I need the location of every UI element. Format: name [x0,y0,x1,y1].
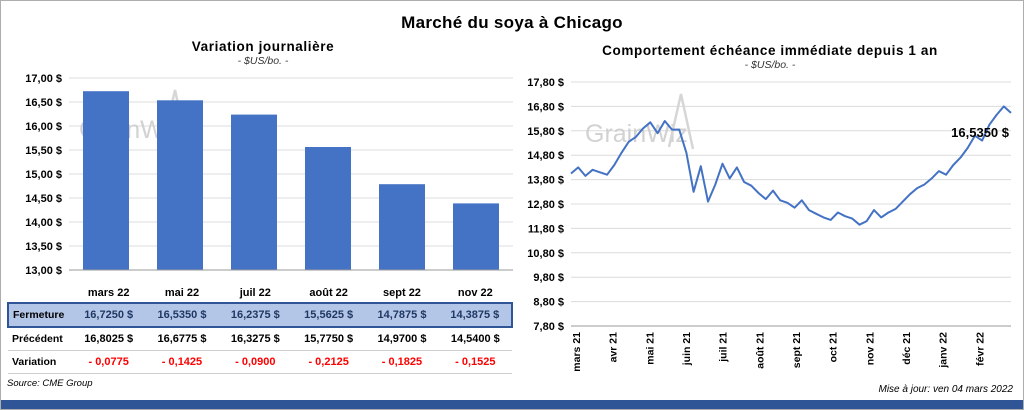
x-axis-label: janv 22 [938,332,950,369]
svg-text:16,00 $: 16,00 $ [25,121,62,133]
x-axis-label: févr 22 [974,332,986,366]
line-chart-subtitle: - $US/bo. - [744,59,796,71]
bottom-accent-bar [1,400,1023,409]
variation-value: - 0,2125 [291,350,366,374]
month-label: mars 22 [87,287,130,299]
bar-chart-title: Variation journalière [191,39,335,54]
fermeture-value: 16,2375 $ [218,302,292,328]
x-axis-label: sept 21 [791,332,803,368]
x-axis-label: avr 21 [608,332,620,363]
fermeture-value: 15,5625 $ [291,302,366,328]
variation-value: - 0,0900 [218,350,292,374]
month-label: mai 22 [164,287,200,299]
month-label: nov 22 [457,287,493,299]
svg-text:10,80 $: 10,80 $ [527,248,564,260]
x-axis-label: mai 21 [644,332,656,365]
fermeture-value: 14,3875 $ [438,302,514,328]
svg-text:13,50 $: 13,50 $ [25,241,62,253]
bar [305,147,351,270]
bar [231,114,277,270]
svg-text:7,80 $: 7,80 $ [533,321,564,333]
month-label: août 22 [309,287,348,299]
svg-text:17,00 $: 17,00 $ [25,73,62,85]
row-label-variation: Variation [8,350,72,374]
fermeture-value: 14,7875 $ [365,302,439,328]
line-chart-title: Comportement échéance immédiate depuis 1… [602,43,938,58]
svg-text:14,80 $: 14,80 $ [527,150,564,162]
precedent-value: 16,8025 $ [72,327,146,351]
x-axis-label: juil 21 [718,332,730,363]
precedent-value: 15,7750 $ [291,327,366,351]
svg-text:8,80 $: 8,80 $ [533,297,564,309]
daily-variation-bar-chart: 13,00 $ 13,50 $ 14,00 $ 14,50 $ 15,00 $ 15,50… [7,70,519,281]
svg-text:15,00 $: 15,00 $ [25,169,62,181]
x-axis-label: juin 21 [681,332,693,366]
variation-value: - 0,1425 [145,350,219,374]
x-axis-label: oct 21 [828,332,840,363]
bar [453,203,499,270]
x-axis-label: nov 21 [864,332,876,365]
precedent-row: Précédent 16,8025 $ 16,6775 $ 16,3275 $ … [8,327,512,351]
page-title: Marché du soya à Chicago [401,13,623,32]
empty-corner-cell [8,284,72,303]
svg-text:16,80 $: 16,80 $ [527,101,564,113]
svg-text:15,80 $: 15,80 $ [527,126,564,138]
svg-text:9,80 $: 9,80 $ [533,272,564,284]
variation-value: - 0,0775 [72,350,146,374]
fermeture-value: 16,7250 $ [72,302,146,328]
precedent-value: 16,3275 $ [218,327,292,351]
precedent-value: 16,6775 $ [145,327,219,351]
variation-value: - 0,1525 [438,350,512,374]
svg-text:13,00 $: 13,00 $ [25,265,62,276]
bar-chart-svg: 13,00 $ 13,50 $ 14,00 $ 14,50 $ 15,00 $ 15,50… [25,73,513,277]
row-label-precedent: Précédent [8,327,72,351]
svg-text:14,00 $: 14,00 $ [25,217,62,229]
line-chart-svg: 7,80 $ 8,80 $ 9,80 $ 10,80 $ 11,80 $ 12,80 $ 1… [527,77,1012,372]
svg-text:15,50 $: 15,50 $ [25,145,62,157]
svg-text:11,80 $: 11,80 $ [528,223,564,235]
price-line [570,105,1012,226]
svg-text:13,80 $: 13,80 $ [527,175,564,187]
svg-text:12,80 $: 12,80 $ [527,199,564,211]
svg-text:16,50 $: 16,50 $ [25,97,62,109]
source-note: Source: CME Group [7,378,93,389]
daily-variation-panel: Variation journalière - $US/bo. - 13,00 … [7,39,519,389]
variation-value: - 0,1825 [365,350,439,374]
x-axis-label: mars 21 [571,332,583,372]
month-label: sept 22 [383,287,421,299]
month-label: juil 22 [239,287,271,299]
update-date: Mise à jour: ven 04 mars 2022 [878,384,1013,395]
bar-chart-subtitle: - $US/bo. - [237,55,289,67]
svg-text:14,50 $: 14,50 $ [25,193,62,205]
fermeture-row: Fermeture 16,7250 $ 16,5350 $ 16,2375 $ … [7,302,514,328]
last-price-annotation: 16,5350 $ [951,125,1010,140]
x-axis-label: août 21 [754,332,766,369]
row-label-fermeture: Fermeture [7,302,72,328]
variation-row: Variation - 0,0775 - 0,1425 - 0,0900 - 0… [8,350,512,374]
front-month-line-chart: 7,80 $ 8,80 $ 9,80 $ 10,80 $ 11,80 $ 12,80 $ 1… [521,74,1019,397]
bar [379,184,425,270]
fermeture-value: 16,5350 $ [145,302,219,328]
precedent-value: 14,9700 $ [365,327,439,351]
bar [83,91,129,270]
svg-text:17,80 $: 17,80 $ [527,77,564,89]
front-month-panel: Comportement échéance immédiate depuis 1… [521,43,1019,397]
contract-months-row: mars 22 mai 22 juil 22 août 22 sept 22 n… [8,284,512,303]
precedent-value: 14,5400 $ [438,327,512,351]
bar [157,100,203,270]
x-axis-label: déc 21 [901,332,913,365]
price-table: mars 22 mai 22 juil 22 août 22 sept 22 n… [7,284,514,374]
